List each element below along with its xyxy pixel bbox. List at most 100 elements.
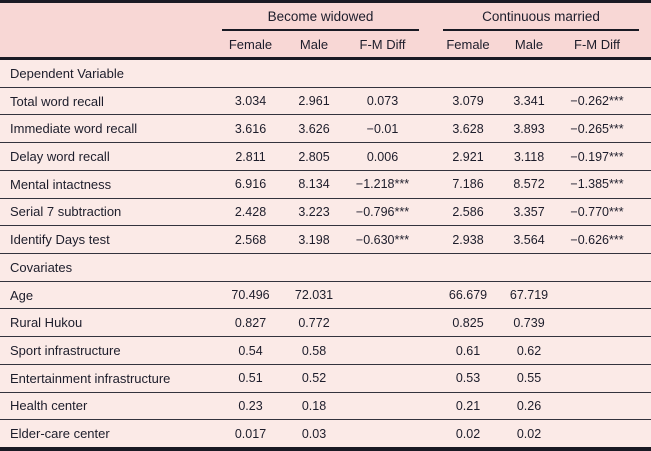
- value-cell: 2.428: [234, 204, 267, 219]
- value-cell: 0.006: [366, 149, 399, 164]
- row-label: Serial 7 subtraction: [10, 204, 122, 220]
- value-cell: −0.262***: [570, 94, 624, 109]
- row-label: Entertainment infrastructure: [10, 370, 171, 386]
- table-row: Rural Hukou 0.827 0.772 0.825 0.739: [0, 309, 651, 338]
- value-cell: 0.55: [516, 371, 542, 386]
- column-header: Male: [299, 36, 329, 52]
- value-cell: 0.073: [366, 94, 399, 109]
- value-cell: 2.586: [452, 204, 484, 219]
- value-cell: 2.921: [452, 149, 484, 164]
- value-cell: 70.496: [231, 288, 270, 303]
- column-header: Female: [446, 36, 490, 52]
- value-cell: 6.916: [234, 177, 267, 192]
- row-label: Elder-care center: [10, 426, 110, 442]
- value-cell: 2.811: [235, 149, 266, 164]
- table-row: Sport infrastructure 0.54 0.58 0.61 0.62: [0, 337, 651, 365]
- value-cell: 0.18: [301, 398, 327, 413]
- value-cell: 3.357: [513, 204, 545, 219]
- column-header: Female: [228, 36, 273, 52]
- table-row: Health center 0.23 0.18 0.21 0.26: [0, 393, 651, 421]
- value-cell: 3.079: [452, 94, 484, 109]
- section-header-row: Dependent Variable: [0, 60, 651, 88]
- value-cell: 0.62: [516, 343, 542, 358]
- value-cell: 0.21: [455, 398, 481, 413]
- value-cell: 0.772: [298, 315, 330, 330]
- group-label: Continuous married: [482, 8, 600, 24]
- group-become-widowed: Become widowed: [222, 3, 419, 31]
- value-cell: −1.218***: [355, 177, 410, 192]
- table-row: Age 70.496 72.031 66.679 67.719: [0, 282, 651, 310]
- value-cell: 0.54: [238, 343, 263, 358]
- table-row: Delay word recall 2.811 2.805 0.006 2.92…: [0, 143, 651, 171]
- table-row: Mental intactness 6.916 8.134 −1.218*** …: [0, 171, 651, 199]
- group-label: Become widowed: [267, 8, 374, 24]
- value-cell: 0.02: [455, 426, 481, 441]
- value-cell: 66.679: [448, 288, 488, 303]
- value-cell: 3.223: [298, 204, 330, 219]
- top-rule: [0, 0, 651, 3]
- column-header-row: Female Male F-M Diff Female Male F-M Dif…: [0, 31, 651, 57]
- value-cell: −0.197***: [570, 149, 624, 164]
- section-title: Dependent Variable: [10, 65, 124, 81]
- table-row: Serial 7 subtraction 2.428 3.223 −0.796*…: [0, 199, 651, 227]
- value-cell: −0.630***: [355, 232, 410, 247]
- row-label: Delay word recall: [10, 149, 110, 165]
- value-cell: 3.118: [513, 149, 545, 164]
- table-row: Identify Days test 2.568 3.198 −0.630***…: [0, 226, 651, 255]
- table-body: Dependent Variable Total word recall 3.0…: [0, 60, 651, 447]
- row-label: Immediate word recall: [10, 121, 138, 137]
- column-header: Male: [514, 36, 544, 52]
- value-cell: 3.341: [513, 94, 545, 109]
- table-row: Total word recall 3.034 2.961 0.073 3.07…: [0, 88, 651, 116]
- value-cell: 0.827: [234, 315, 267, 330]
- value-cell: −0.265***: [570, 121, 624, 136]
- value-cell: 72.031: [294, 288, 334, 303]
- value-cell: 0.017: [234, 426, 267, 441]
- value-cell: 3.564: [513, 232, 545, 247]
- row-label: Health center: [10, 398, 88, 414]
- value-cell: 3.893: [513, 121, 545, 136]
- value-cell: −1.385***: [570, 177, 624, 192]
- row-label: Sport infrastructure: [10, 343, 121, 359]
- value-cell: −0.796***: [355, 204, 410, 219]
- table-header: Become widowed Continuous married Female…: [0, 3, 651, 57]
- value-cell: 2.805: [298, 149, 330, 164]
- value-cell: 3.626: [298, 121, 330, 136]
- column-header: F-M Diff: [574, 36, 620, 52]
- value-cell: 0.51: [238, 371, 263, 386]
- value-cell: 0.02: [516, 426, 542, 441]
- value-cell: 8.572: [513, 177, 545, 192]
- value-cell: 0.26: [516, 398, 542, 413]
- value-cell: 67.719: [509, 288, 549, 303]
- group-header-row: Become widowed Continuous married: [0, 3, 651, 31]
- value-cell: 2.961: [298, 94, 330, 109]
- section-header-row: Covariates: [0, 254, 651, 282]
- value-cell: −0.770***: [570, 204, 624, 219]
- value-cell: 0.23: [238, 398, 263, 413]
- header-rule: [0, 57, 651, 60]
- value-cell: −0.626***: [570, 232, 624, 247]
- value-cell: 2.568: [234, 232, 267, 247]
- value-cell: 0.739: [513, 315, 545, 330]
- row-label: Mental intactness: [10, 176, 112, 192]
- value-cell: 2.938: [452, 232, 484, 247]
- value-cell: 8.134: [298, 177, 330, 192]
- value-cell: 0.52: [301, 371, 327, 386]
- column-header: F-M Diff: [359, 36, 406, 52]
- value-cell: 3.198: [298, 232, 330, 247]
- value-cell: 3.616: [234, 121, 267, 136]
- value-cell: 3.034: [234, 94, 267, 109]
- value-cell: 0.825: [452, 315, 484, 330]
- value-cell: 3.628: [452, 121, 484, 136]
- group-continuous-married: Continuous married: [443, 3, 639, 31]
- table-row: Immediate word recall 3.616 3.626 −0.01 …: [0, 115, 651, 144]
- value-cell: −0.01: [366, 121, 399, 136]
- section-title: Covariates: [10, 259, 73, 275]
- row-label: Rural Hukou: [10, 315, 83, 331]
- bottom-rule: [0, 447, 651, 451]
- row-label: Total word recall: [10, 93, 104, 109]
- value-cell: 0.58: [301, 343, 327, 358]
- row-label: Age: [10, 287, 34, 303]
- table-row: Entertainment infrastructure 0.51 0.52 0…: [0, 365, 651, 393]
